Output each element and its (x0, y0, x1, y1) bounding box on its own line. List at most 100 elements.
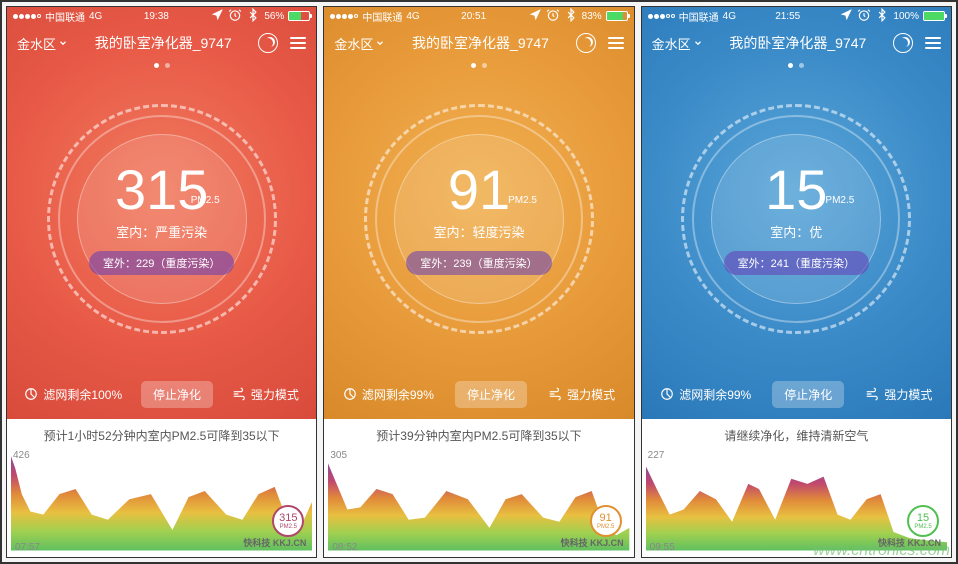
stop-purify-button[interactable]: 停止净化 (455, 381, 527, 408)
night-mode-icon[interactable] (258, 33, 278, 53)
status-bar: 中国联通 4G 20:51 83% (324, 7, 633, 25)
filter-remaining[interactable]: 滤网剩余99% (343, 386, 434, 403)
pm25-unit: PM2.5 (191, 195, 220, 206)
battery-icon (606, 11, 628, 21)
gauge-inner[interactable]: 91 PM2.5 室内：轻度污染 室外：239（重度污染） (394, 134, 564, 304)
clock: 20:51 (461, 11, 486, 22)
gauge-ring: 315 PM2.5 室内：严重污染 室外：229（重度污染） (47, 104, 277, 334)
current-value-badge: 91PM2.5 (590, 505, 622, 537)
phone-screen-3: 中国联通 4G 21:55 100% 金水区 我的卧室净化器_9747 (641, 6, 952, 558)
bluetooth-icon (564, 8, 578, 25)
logo-watermark: 快科技 KKJ.CN (561, 536, 624, 549)
history-chart[interactable]: 227 15PM2.5 09:55 快科技 KKJ.CN (646, 448, 947, 555)
status-left: 中国联通 4G (330, 9, 419, 24)
status-bar: 中国联通 4G 19:38 56% (7, 7, 316, 25)
history-chart[interactable]: 426 315PM2.5 07:57 快科技 KKJ.CN (11, 448, 312, 555)
stop-purify-button[interactable]: 停止净化 (141, 381, 213, 408)
battery-pct: 100% (893, 11, 919, 22)
location-label: 金水区 (334, 34, 373, 53)
chart-y-max: 426 (13, 450, 30, 461)
signal-dots (330, 14, 358, 19)
pm25-unit: PM2.5 (508, 195, 537, 206)
location-selector[interactable]: 金水区 (17, 34, 68, 53)
signal-dots (13, 14, 41, 19)
nav-bar: 金水区 我的卧室净化器_9747 (7, 25, 316, 61)
device-title[interactable]: 我的卧室净化器_9747 (95, 33, 232, 53)
pm25-value: 315 (115, 162, 208, 218)
device-title[interactable]: 我的卧室净化器_9747 (729, 33, 866, 53)
menu-icon[interactable] (925, 37, 941, 49)
carrier-label: 中国联通 (362, 9, 402, 24)
nav-bar: 金水区 我的卧室净化器_9747 (642, 25, 951, 61)
forecast-text: 预计1小时52分钟内室内PM2.5可降到35以下 (7, 419, 316, 448)
location-selector[interactable]: 金水区 (652, 34, 703, 53)
chart-y-max: 305 (330, 450, 347, 461)
night-mode-icon[interactable] (576, 33, 596, 53)
air-quality-panel: 中国联通 4G 19:38 56% 金水区 我的卧室净化器_9747 (7, 7, 316, 419)
history-panel: 预计1小时52分钟内室内PM2.5可降到35以下 426 315PM2.5 07… (7, 419, 316, 557)
carrier-label: 中国联通 (45, 9, 85, 24)
signal-dots (648, 14, 675, 19)
bluetooth-icon (246, 8, 260, 25)
phone-screen-1: 中国联通 4G 19:38 56% 金水区 我的卧室净化器_9747 (6, 6, 317, 558)
alarm-icon (546, 8, 560, 25)
indoor-status: 室内：轻度污染 (433, 222, 524, 241)
alarm-icon (857, 8, 871, 25)
bluetooth-icon (875, 8, 889, 25)
menu-icon[interactable] (608, 37, 624, 49)
logo-watermark: 快科技 KKJ.CN (243, 536, 306, 549)
history-panel: 预计39分钟内室内PM2.5可降到35以下 305 91PM2.5 08:52 … (324, 419, 633, 557)
nav-arrow-icon (528, 8, 542, 25)
controls-row: 滤网剩余99% 停止净化 强力模式 (642, 369, 951, 419)
status-right: 100% (839, 8, 945, 25)
chart-y-max: 227 (648, 450, 665, 461)
chart-x-start: 08:52 (332, 542, 357, 553)
mode-selector[interactable]: 强力模式 (865, 386, 932, 403)
device-title[interactable]: 我的卧室净化器_9747 (412, 33, 549, 53)
filter-remaining[interactable]: 滤网剩余99% (660, 386, 751, 403)
history-chart[interactable]: 305 91PM2.5 08:52 快科技 KKJ.CN (328, 448, 629, 555)
air-quality-panel: 中国联通 4G 20:51 83% 金水区 我的卧室净化器_9747 (324, 7, 633, 419)
mode-selector[interactable]: 强力模式 (232, 386, 299, 403)
location-selector[interactable]: 金水区 (334, 34, 385, 53)
gauge-area: 91 PM2.5 室内：轻度污染 室外：239（重度污染） (324, 68, 633, 369)
stop-purify-button[interactable]: 停止净化 (772, 381, 844, 408)
gauge-inner[interactable]: 15 PM2.5 室内：优 室外：241（重度污染） (711, 134, 881, 304)
clock: 21:55 (775, 11, 800, 22)
network-label: 4G (406, 11, 419, 22)
location-label: 金水区 (17, 34, 56, 53)
history-panel: 请继续净化，维持清新空气 227 15PM2.5 09:55 快科技 KKJ.C… (642, 419, 951, 557)
status-right: 56% (210, 8, 310, 25)
chart-x-start: 07:57 (15, 542, 40, 553)
logo-watermark: 快科技 KKJ.CN (878, 536, 941, 549)
menu-icon[interactable] (290, 37, 306, 49)
controls-row: 滤网剩余100% 停止净化 强力模式 (7, 369, 316, 419)
chart-x-start: 09:55 (650, 542, 675, 553)
filter-remaining[interactable]: 滤网剩余100% (24, 386, 122, 403)
air-quality-panel: 中国联通 4G 21:55 100% 金水区 我的卧室净化器_9747 (642, 7, 951, 419)
gauge-inner[interactable]: 315 PM2.5 室内：严重污染 室外：229（重度污染） (77, 134, 247, 304)
network-label: 4G (89, 11, 102, 22)
gauge-ring: 91 PM2.5 室内：轻度污染 室外：239（重度污染） (364, 104, 594, 334)
status-left: 中国联通 4G (13, 9, 102, 24)
status-bar: 中国联通 4G 21:55 100% (642, 7, 951, 25)
outdoor-badge: 室外：229（重度污染） (89, 251, 234, 275)
pm25-value: 91 (448, 162, 510, 218)
mode-selector[interactable]: 强力模式 (548, 386, 615, 403)
gauge-ring: 15 PM2.5 室内：优 室外：241（重度污染） (681, 104, 911, 334)
night-mode-icon[interactable] (893, 33, 913, 53)
controls-row: 滤网剩余99% 停止净化 强力模式 (324, 369, 633, 419)
gauge-area: 315 PM2.5 室内：严重污染 室外：229（重度污染） (7, 68, 316, 369)
status-left: 中国联通 4G (648, 9, 736, 24)
gauge-area: 15 PM2.5 室内：优 室外：241（重度污染） (642, 68, 951, 369)
battery-icon (288, 11, 310, 21)
nav-arrow-icon (839, 8, 853, 25)
status-right: 83% (528, 8, 628, 25)
clock: 19:38 (144, 11, 169, 22)
outdoor-badge: 室外：241（重度污染） (724, 251, 869, 275)
screenshots-row: 中国联通 4G 19:38 56% 金水区 我的卧室净化器_9747 (0, 0, 958, 564)
forecast-text: 请继续净化，维持清新空气 (642, 419, 951, 448)
outdoor-badge: 室外：239（重度污染） (406, 251, 551, 275)
battery-pct: 83% (582, 11, 602, 22)
carrier-label: 中国联通 (679, 9, 719, 24)
